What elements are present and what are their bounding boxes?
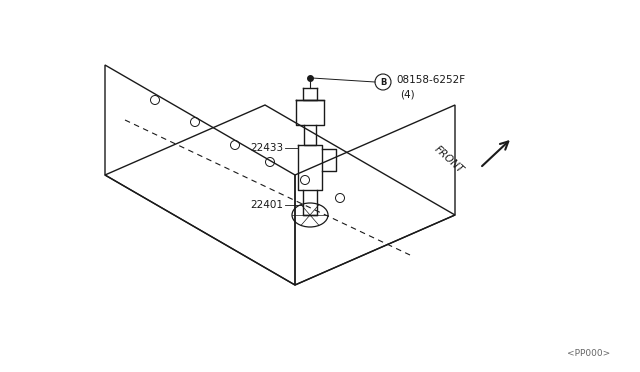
Text: 08158-6252F: 08158-6252F [396, 75, 465, 85]
Text: 22401: 22401 [250, 200, 283, 210]
Text: (4): (4) [400, 89, 415, 99]
Text: 22433: 22433 [250, 143, 283, 153]
Text: FRONT: FRONT [432, 144, 465, 175]
Text: B: B [380, 77, 386, 87]
Text: <PP000>: <PP000> [567, 349, 610, 358]
